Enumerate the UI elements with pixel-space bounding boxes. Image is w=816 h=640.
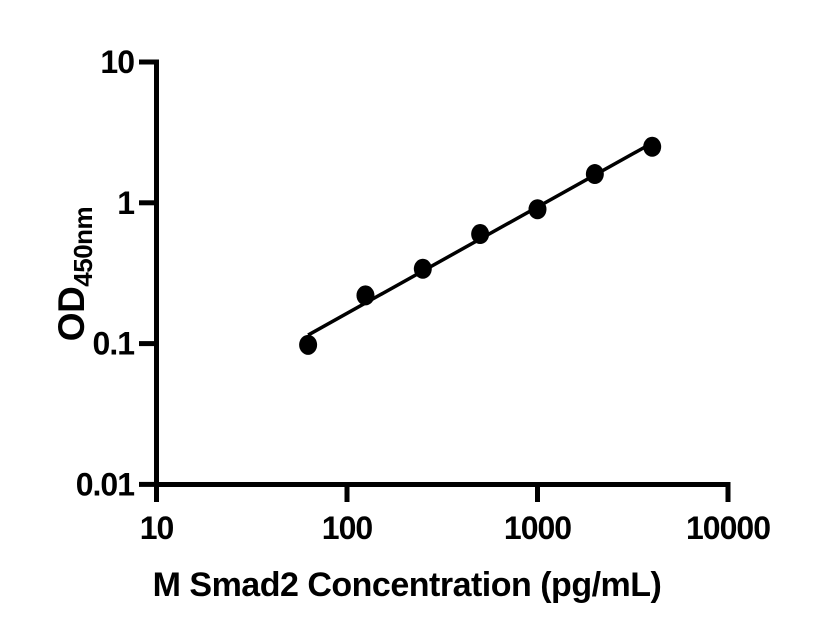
y-tick-label: 0.1 bbox=[93, 326, 135, 362]
y-tick-label: 0.01 bbox=[76, 466, 134, 502]
plot-layer bbox=[299, 136, 662, 355]
x-axis-title: M Smad2 Concentration (pg/mL) bbox=[153, 566, 662, 604]
y-axis-title: OD450nm bbox=[51, 207, 98, 341]
x-tick-label: 100 bbox=[322, 510, 373, 546]
data-point bbox=[528, 199, 547, 220]
x-tick-label: 10 bbox=[140, 510, 174, 546]
data-point bbox=[585, 164, 604, 185]
data-point bbox=[356, 285, 375, 306]
data-point bbox=[471, 224, 490, 245]
y-tick-label: 10 bbox=[100, 44, 134, 80]
x-tick-label: 10000 bbox=[686, 510, 770, 546]
data-point bbox=[299, 334, 318, 355]
x-axis-tick-labels: 10 100 1000 10000 bbox=[140, 510, 771, 546]
y-axis-ticks bbox=[139, 59, 155, 487]
y-axis-title-subscript: 450nm bbox=[68, 207, 98, 287]
y-tick-label: 1 bbox=[117, 185, 134, 221]
data-point bbox=[643, 136, 662, 157]
x-axis-ticks bbox=[154, 484, 731, 502]
y-axis-tick-labels: 10 1 0.1 0.01 bbox=[76, 44, 135, 502]
data-point bbox=[413, 258, 432, 279]
y-axis-title-main: OD bbox=[51, 287, 92, 342]
x-tick-label: 1000 bbox=[504, 510, 571, 546]
